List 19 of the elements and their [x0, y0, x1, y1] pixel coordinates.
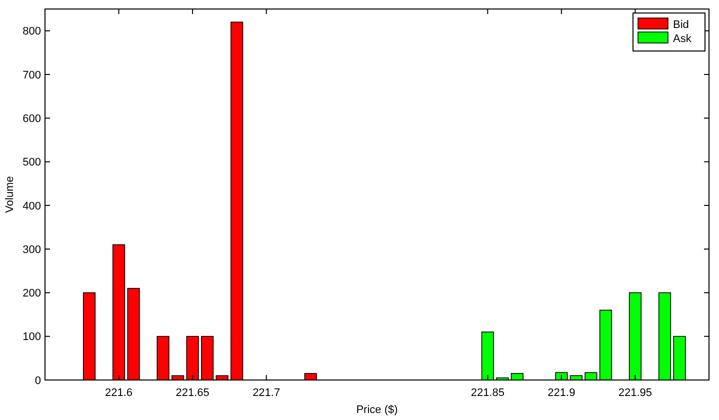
y-tick-label: 0 — [34, 374, 41, 387]
legend-label: Ask — [673, 32, 692, 45]
y-tick-label: 600 — [22, 112, 41, 125]
y-tick-label: 400 — [22, 200, 41, 212]
x-axis-title: Price ($) — [356, 404, 398, 416]
y-tick-label: 200 — [22, 288, 41, 300]
y-tick-label: 500 — [22, 156, 41, 169]
x-tick-label: 221.95 — [618, 387, 652, 399]
x-tick-label: 221.85 — [470, 387, 504, 399]
x-tick-label: 221.6 — [105, 387, 133, 399]
y-tick-label: 300 — [22, 244, 41, 256]
x-tick-label: 221.7 — [252, 387, 280, 399]
x-tick-label: 221.65 — [176, 387, 210, 399]
legend-label: Bid — [673, 18, 689, 31]
y-tick-label: 700 — [22, 69, 41, 82]
y-tick-label: 100 — [22, 331, 41, 344]
y-axis-title: Volume — [4, 176, 16, 213]
x-tick-label: 221.9 — [548, 387, 576, 399]
y-tick-label: 800 — [22, 26, 41, 38]
